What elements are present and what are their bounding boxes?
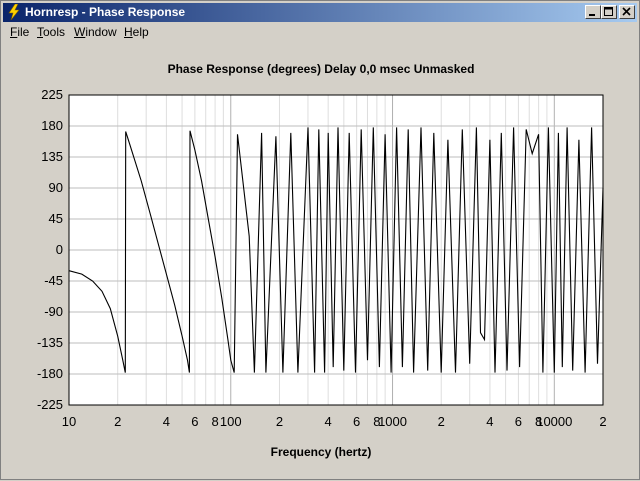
x-tick-label: 10000 bbox=[536, 414, 572, 429]
menu-file[interactable]: File bbox=[10, 25, 30, 39]
minimize-button[interactable] bbox=[585, 5, 601, 19]
maximize-button[interactable] bbox=[601, 5, 617, 19]
y-tick-label: 0 bbox=[56, 242, 63, 257]
x-tick-label: 6 bbox=[353, 414, 360, 429]
plot-border bbox=[68, 94, 604, 406]
menu-tools[interactable]: Tools bbox=[37, 25, 66, 39]
y-tick-label: 225 bbox=[41, 87, 63, 102]
x-tick-label: 2 bbox=[276, 414, 283, 429]
maximize-icon bbox=[604, 7, 613, 16]
x-tick-label: 4 bbox=[486, 414, 493, 429]
x-tick-label: 6 bbox=[515, 414, 522, 429]
y-tick-label: -90 bbox=[44, 304, 63, 319]
x-tick-label: 2 bbox=[114, 414, 121, 429]
x-tick-label: 4 bbox=[163, 414, 170, 429]
chart-title: Phase Response (degrees) Delay 0,0 msec … bbox=[168, 62, 475, 76]
window-title: Hornresp - Phase Response bbox=[25, 5, 186, 19]
y-tick-label: -225 bbox=[37, 397, 63, 412]
x-tick-label: 100 bbox=[220, 414, 242, 429]
x-tick-label: 2 bbox=[438, 414, 445, 429]
x-axis-label: Frequency (hertz) bbox=[271, 445, 372, 459]
x-tick-label: 4 bbox=[325, 414, 332, 429]
y-tick-label: -45 bbox=[44, 273, 63, 288]
y-tick-label: 135 bbox=[41, 149, 63, 164]
y-tick-label: -180 bbox=[37, 366, 63, 381]
y-tick-label: 180 bbox=[41, 118, 63, 133]
y-tick-label: 45 bbox=[49, 211, 63, 226]
minimize-icon bbox=[589, 14, 595, 16]
x-tick-label: 8 bbox=[373, 414, 380, 429]
x-tick-label: 1000 bbox=[378, 414, 407, 429]
close-icon bbox=[622, 7, 631, 16]
x-tick-label: 2 bbox=[599, 414, 606, 429]
hornresp-lightning-icon bbox=[8, 4, 20, 20]
x-tick-label: 10 bbox=[62, 414, 76, 429]
menu-bar: File Tools Window Help bbox=[3, 23, 637, 41]
close-button[interactable] bbox=[619, 5, 635, 19]
menu-help[interactable]: Help bbox=[124, 25, 149, 39]
y-tick-label: 90 bbox=[49, 180, 63, 195]
phase-series-line bbox=[68, 127, 604, 373]
x-tick-label: 6 bbox=[191, 414, 198, 429]
x-tick-label: 8 bbox=[535, 414, 542, 429]
title-bar[interactable]: Hornresp - Phase Response bbox=[3, 3, 637, 22]
x-tick-label: 8 bbox=[211, 414, 218, 429]
menu-window[interactable]: Window bbox=[74, 25, 117, 39]
y-tick-label: -135 bbox=[37, 335, 63, 350]
